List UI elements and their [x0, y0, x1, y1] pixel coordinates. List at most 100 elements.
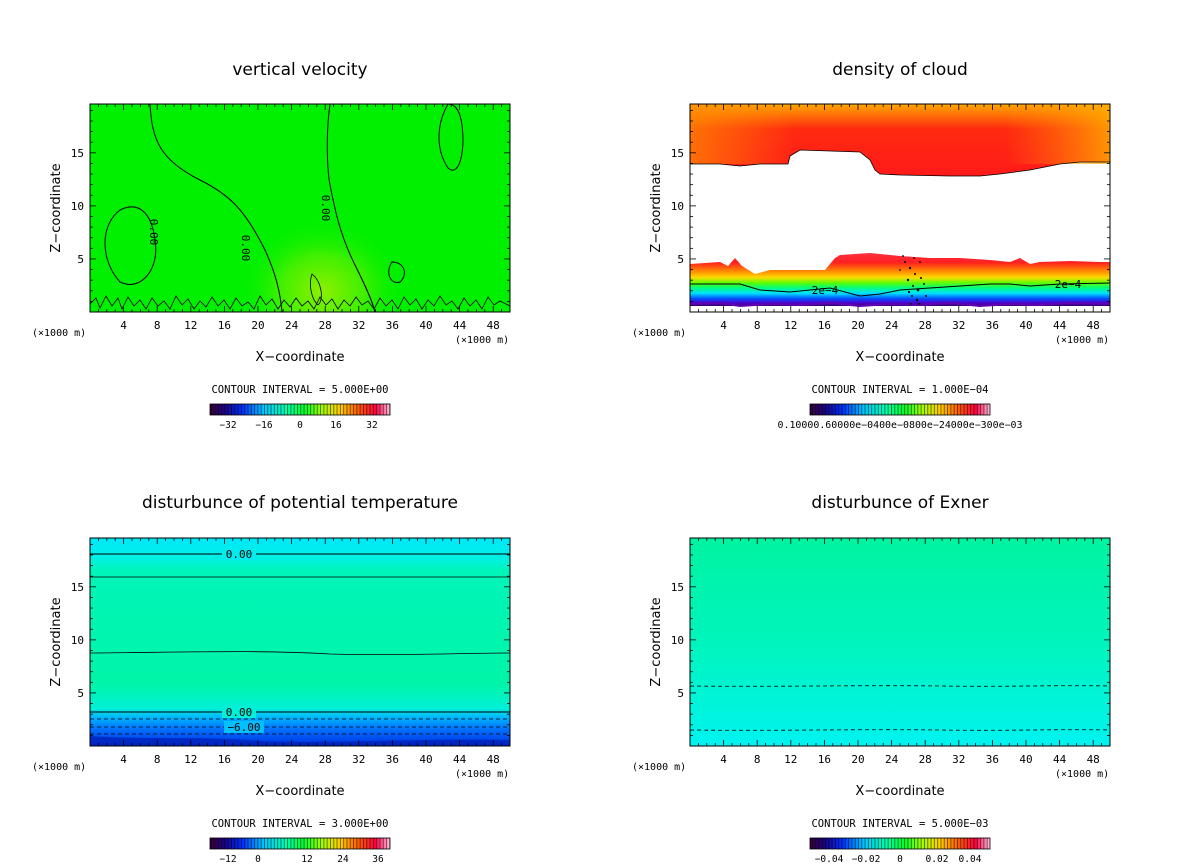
contour-label: 0.00 — [226, 706, 253, 719]
updraft-shading — [190, 104, 430, 312]
x-tick-label: 20 — [851, 319, 864, 332]
colorbar: −12 0 12 24 36 — [209, 837, 391, 865]
y-tick-label: 5 — [677, 687, 684, 700]
y-tick-label: 10 — [71, 634, 84, 647]
contour-interval: CONTOUR INTERVAL = 5.000E−03 — [811, 818, 988, 830]
contour-label: 2e−4 — [812, 284, 839, 297]
colorbar: −32 −16 0 16 32 — [209, 403, 391, 431]
x-unit-right: (×1000 m) — [455, 335, 509, 346]
x-tick-label: 4 — [720, 753, 727, 766]
chart-title: disturbunce of Exner — [811, 493, 988, 513]
x-tick-label: 20 — [851, 753, 864, 766]
x-axis-label: X−coordinate — [855, 350, 944, 365]
x-tick-label: 32 — [952, 753, 965, 766]
x-tick-label: 24 — [885, 319, 899, 332]
x-tick-label: 44 — [1053, 753, 1067, 766]
x-tick-label: 40 — [419, 319, 432, 332]
x-tick-label: 48 — [1087, 753, 1100, 766]
y-axis-label: Z−coordinate — [49, 163, 64, 252]
y-tick-label: 10 — [671, 634, 684, 647]
x-tick-label: 8 — [154, 753, 161, 766]
x-tick-label: 44 — [1053, 319, 1067, 332]
x-tick-label: 44 — [453, 753, 467, 766]
x-tick-label: 20 — [251, 319, 264, 332]
x-tick-label: 12 — [784, 753, 797, 766]
field-fill — [690, 538, 1110, 746]
contour-label: −6.00 — [227, 721, 260, 734]
x-tick-label: 12 — [184, 753, 197, 766]
x-tick-label: 28 — [919, 753, 932, 766]
x-axis-label: X−coordinate — [255, 784, 344, 799]
contour-label: 0.00 — [239, 235, 252, 262]
x-tick-label: 24 — [285, 319, 299, 332]
colorbar-label: 36 — [372, 854, 384, 865]
x-tick-label: 8 — [754, 319, 761, 332]
colorbar-steps — [810, 404, 990, 415]
y-tick-label: 5 — [77, 687, 84, 700]
contour-line — [388, 261, 405, 283]
x-tick-label: 32 — [352, 319, 365, 332]
y-tick-label: 10 — [671, 200, 684, 213]
y-tick-label: 15 — [671, 147, 684, 160]
colorbar-label: −32 — [219, 420, 236, 431]
contour-label: 0.00 — [147, 219, 160, 246]
colorbar-label: −12 — [219, 854, 236, 865]
chart-title: vertical velocity — [232, 60, 367, 80]
panel-potential-temperature: disturbunce of potential temperature 0.0… — [32, 493, 511, 865]
x-unit-left: (×1000 m) — [32, 328, 86, 339]
x-tick-label: 36 — [386, 319, 399, 332]
contour-label: 2e−4 — [1055, 278, 1082, 291]
x-tick-label: 28 — [919, 319, 932, 332]
label-knockout — [222, 706, 256, 718]
x-tick-label: 4 — [120, 753, 127, 766]
x-unit-left: (×1000 m) — [632, 762, 686, 773]
x-tick-label: 40 — [1019, 753, 1032, 766]
plot-area: 0.00 0.00 −6.00 — [89, 537, 511, 747]
y-tick-label: 15 — [71, 147, 84, 160]
y-axis-label: Z−coordinate — [49, 597, 64, 686]
contour-interval: CONTOUR INTERVAL = 3.000E+00 — [211, 818, 388, 830]
colorbar-steps — [210, 838, 390, 849]
x-tick-label: 32 — [952, 319, 965, 332]
x-unit-right: (×1000 m) — [1055, 335, 1109, 346]
colorbar-steps — [810, 838, 990, 849]
plot-area: 0.00 0.00 0.00 — [89, 103, 511, 313]
upper-cloud-shading — [690, 104, 1110, 164]
plot-area — [689, 537, 1111, 747]
contour-interval: CONTOUR INTERVAL = 1.000E−04 — [811, 384, 988, 396]
x-tick-label: 44 — [453, 319, 467, 332]
y-tick-label: 10 — [71, 200, 84, 213]
x-tick-label: 36 — [386, 753, 399, 766]
colorbar-label: 24 — [337, 854, 349, 865]
x-tick-label: 48 — [487, 319, 500, 332]
y-axis-label: Z−coordinate — [649, 163, 664, 252]
lower-cloud-layer — [690, 253, 1110, 306]
panel-vertical-velocity: vertical velocity 0.00 0.00 0.00 4 8 12 16 2… — [32, 60, 511, 431]
label-knockout — [224, 721, 264, 733]
x-unit-right: (×1000 m) — [455, 769, 509, 780]
chart-title: density of cloud — [832, 60, 968, 80]
colorbar: −0.04 −0.02 0 0.02 0.04 — [809, 837, 991, 865]
plot-area: 2e−4 2e−4 — [689, 103, 1111, 313]
x-tick-label: 24 — [285, 753, 299, 766]
x-tick-label: 48 — [1087, 319, 1100, 332]
colorbar-steps — [210, 404, 390, 415]
x-unit-left: (×1000 m) — [632, 328, 686, 339]
colorbar-frame — [209, 837, 391, 850]
colorbar-label: 0.04 — [959, 854, 982, 865]
colorbar-frame — [209, 403, 391, 416]
contour-line — [690, 282, 1111, 297]
field-fill — [90, 538, 510, 746]
contour-line — [690, 149, 1110, 177]
chart-title: disturbunce of potential temperature — [142, 493, 458, 513]
colorbar-frame — [809, 837, 991, 850]
contour-line — [438, 103, 464, 171]
y-tick-label: 5 — [677, 253, 684, 266]
colorbar: 0.10000.60000e−0400e−0800e−24000e−300e−0… — [778, 403, 1023, 431]
x-tick-label: 36 — [986, 753, 999, 766]
colorbar-label: 32 — [366, 420, 377, 431]
y-tick-label: 15 — [671, 581, 684, 594]
